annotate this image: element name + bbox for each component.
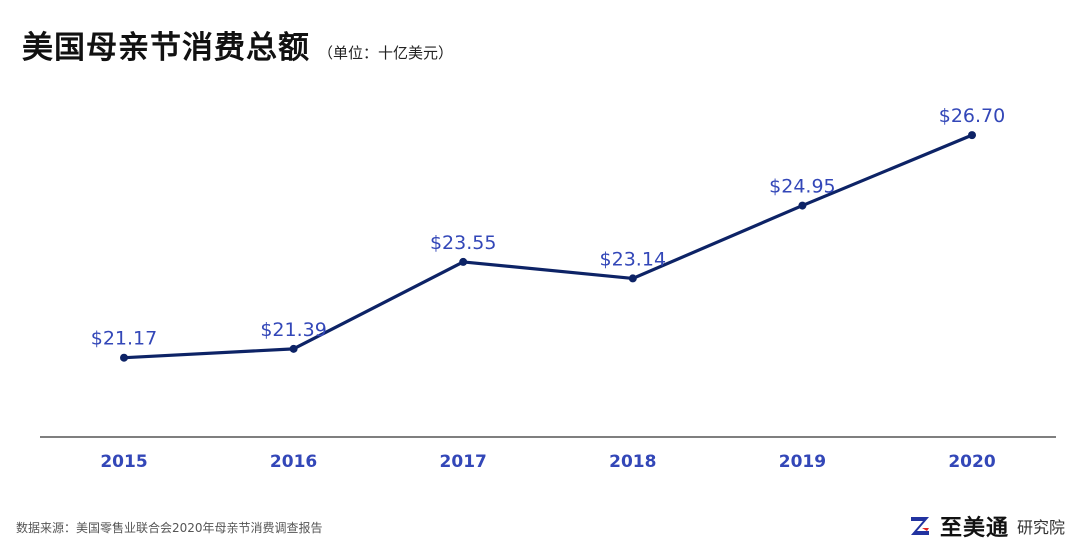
data-label-2018: $23.14 bbox=[600, 248, 666, 270]
data-point-2015 bbox=[120, 353, 128, 362]
title-row: 美国母亲节消费总额 （单位：十亿美元） bbox=[22, 22, 453, 67]
brand-logo-icon bbox=[911, 517, 929, 535]
source-note: 数据来源：美国零售业联合会2020年母亲节消费调查报告 bbox=[16, 521, 323, 535]
data-point-2016 bbox=[289, 344, 298, 353]
brand: 至美通 研究院 bbox=[908, 510, 1065, 542]
data-label-2017: $23.55 bbox=[430, 232, 496, 254]
x-tick-label-2018: 2018 bbox=[609, 452, 656, 472]
x-tick-label-2020: 2020 bbox=[948, 452, 995, 472]
x-tick-label-2015: 2015 bbox=[100, 452, 147, 472]
data-point-2019 bbox=[798, 201, 807, 210]
series-line bbox=[122, 133, 974, 360]
data-label-2020: $26.70 bbox=[939, 105, 1005, 127]
data-point-2020 bbox=[968, 131, 976, 140]
brand-name: 至美通 bbox=[940, 516, 1010, 541]
x-tick-label-2016: 2016 bbox=[270, 452, 317, 472]
data-label-2019: $24.95 bbox=[769, 176, 835, 198]
data-point-2018 bbox=[628, 274, 637, 283]
x-tick-label-2017: 2017 bbox=[440, 452, 487, 472]
x-tick-label-2019: 2019 bbox=[779, 452, 826, 472]
data-label-2015: $21.17 bbox=[91, 328, 157, 350]
data-point-2017 bbox=[459, 257, 468, 266]
brand-subtitle: 研究院 bbox=[1017, 518, 1066, 537]
unit-note: （单位：十亿美元） bbox=[318, 44, 454, 62]
data-label-2016: $21.39 bbox=[260, 319, 326, 341]
page-title: 美国母亲节消费总额 bbox=[22, 30, 310, 66]
